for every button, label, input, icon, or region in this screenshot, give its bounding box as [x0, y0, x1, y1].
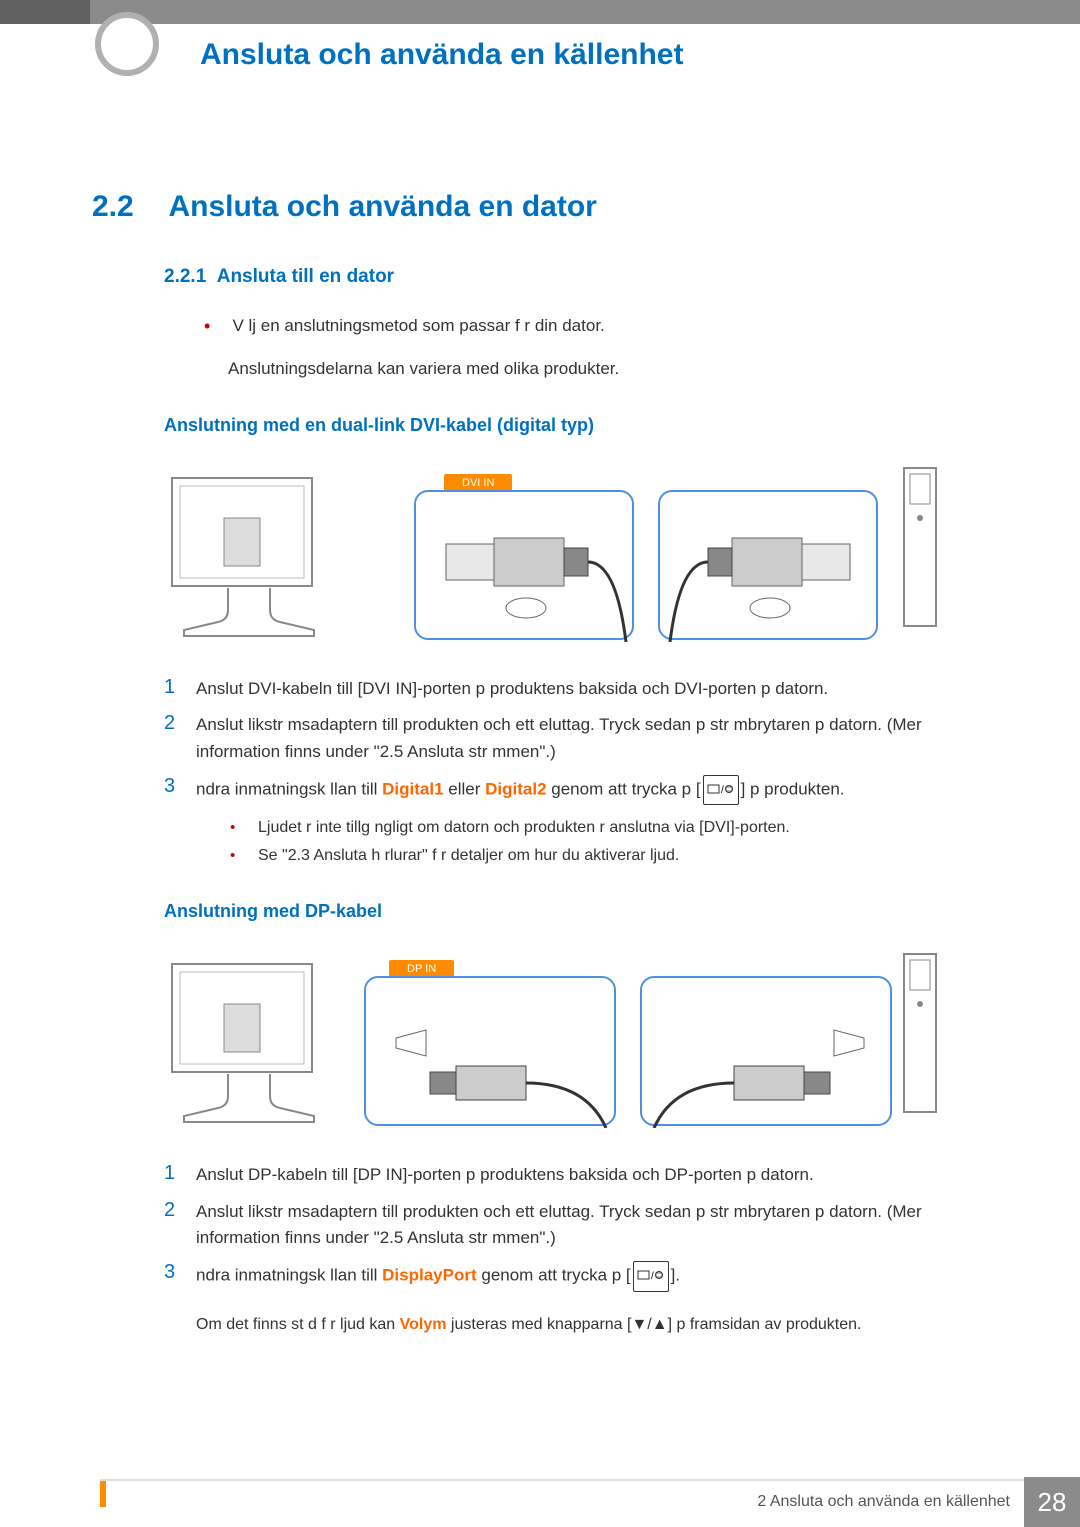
list-item: 3 ndra inmatningsk llan till Digital1 el… [164, 775, 992, 805]
step-number: 2 [164, 1199, 196, 1222]
pc-tower-icon [894, 950, 944, 1120]
step-text: ndra inmatningsk llan till DisplayPort g… [196, 1261, 992, 1291]
dp-connector-right-icon [642, 978, 894, 1128]
step-number: 3 [164, 1261, 196, 1284]
subsection-heading: 2.2.1 Ansluta till en dator [164, 266, 992, 288]
list-item: 2Anslut likstr msadaptern till produkten… [164, 1199, 992, 1252]
intro-bullet-text: V lj en anslutningsmetod som passar f r … [232, 316, 604, 335]
side-strip [0, 0, 90, 24]
subsection-title: Ansluta till en dator [217, 266, 394, 287]
dvi-sub-bullets: •Ljudet r inte tillg ngligt om datorn oc… [230, 819, 992, 865]
footer-page-number: 28 [1024, 1477, 1080, 1527]
section-number: 2.2 [92, 190, 164, 224]
dvi-connector-right-icon [660, 492, 880, 642]
list-item: •Se "2.3 Ansluta h rlurar" f r detaljer … [230, 847, 992, 865]
intro-note: Anslutningsdelarna kan variera med olika… [228, 359, 992, 379]
list-item: 1Anslut DP-kabeln till [DP IN]-porten p … [164, 1162, 992, 1188]
dvi-heading: Anslutning med en dual-link DVI-kabel (d… [164, 415, 992, 436]
header-strip [0, 0, 1080, 24]
step-text: ndra inmatningsk llan till Digital1 elle… [196, 775, 992, 805]
dp-diagram: DP IN [164, 950, 944, 1140]
sub-bullet-text: Ljudet r inte tillg ngligt om datorn och… [258, 819, 992, 837]
sub-bullet-text: Se "2.3 Ansluta h rlurar" f r detaljer o… [258, 847, 992, 865]
dvi-cable-box-left [414, 490, 634, 640]
step-number: 3 [164, 775, 196, 798]
main-content: 2.2 Ansluta och använda en dator 2.2.1 A… [92, 190, 992, 1334]
monitor-icon [164, 956, 344, 1131]
subsection-number: 2.2.1 [164, 266, 206, 287]
dp-steps: 1Anslut DP-kabeln till [DP IN]-porten p … [164, 1162, 992, 1291]
step-text: Anslut likstr msadaptern till produkten … [196, 1199, 992, 1252]
dp-cable-box-right [640, 976, 892, 1126]
page-footer: 2 Ansluta och använda en källenhet 28 [0, 1477, 1080, 1527]
list-item: 2Anslut likstr msadaptern till produkten… [164, 712, 992, 765]
bullet-icon: • [230, 819, 258, 837]
list-item: 3 ndra inmatningsk llan till DisplayPort… [164, 1261, 992, 1291]
dvi-steps: 1Anslut DVI-kabeln till [DVI IN]-porten … [164, 676, 992, 805]
dp-footnote: Om det finns st d f r ljud kan Volym jus… [196, 1316, 992, 1334]
section-title: Ansluta och använda en dator [168, 190, 596, 224]
bullet-icon: • [204, 316, 228, 337]
step-text: Anslut likstr msadaptern till produkten … [196, 712, 992, 765]
dp-heading: Anslutning med DP-kabel [164, 901, 992, 922]
page-header-title: Ansluta och använda en källenhet [200, 38, 683, 72]
section-heading: 2.2 Ansluta och använda en dator [92, 190, 992, 224]
dp-connector-left-icon [366, 978, 618, 1128]
monitor-icon [164, 470, 344, 645]
chapter-circle-icon [95, 12, 159, 76]
svg-text:/: / [721, 785, 724, 795]
bullet-icon: • [230, 847, 258, 865]
list-item: •Ljudet r inte tillg ngligt om datorn oc… [230, 819, 992, 837]
intro-bullet: • V lj en anslutningsmetod som passar f … [204, 316, 992, 337]
step-number: 2 [164, 712, 196, 735]
step-text: Anslut DVI-kabeln till [DVI IN]-porten p… [196, 676, 992, 702]
dvi-connector-left-icon [416, 492, 636, 642]
step-number: 1 [164, 676, 196, 699]
svg-text:/: / [651, 1271, 654, 1281]
footer-chapter-text: 2 Ansluta och använda en källenhet [757, 1493, 1010, 1511]
dp-cable-box-left [364, 976, 616, 1126]
dvi-cable-box-right [658, 490, 878, 640]
step-text: Anslut DP-kabeln till [DP IN]-porten p p… [196, 1162, 992, 1188]
dvi-diagram: DVI IN [164, 464, 944, 654]
step-number: 1 [164, 1162, 196, 1185]
list-item: 1Anslut DVI-kabeln till [DVI IN]-porten … [164, 676, 992, 702]
pc-tower-icon [894, 464, 944, 634]
